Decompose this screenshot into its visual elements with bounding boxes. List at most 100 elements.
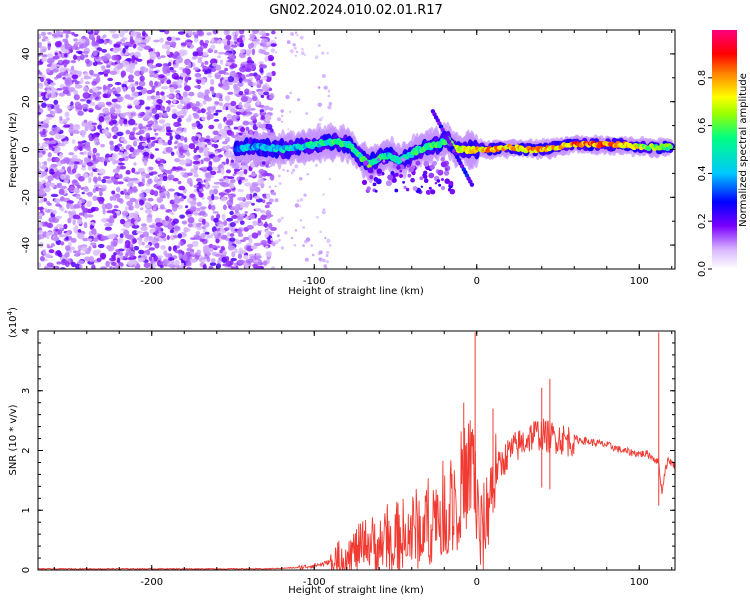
noise-blob: [115, 187, 121, 192]
noise-blob: [200, 259, 207, 263]
colorbar-tick-label: 0.8: [697, 70, 708, 86]
noise-blob: [127, 218, 132, 223]
noise-blob: [214, 253, 221, 257]
noise-blob: [192, 196, 197, 202]
noise-blob: [203, 147, 210, 152]
noise-blob: [327, 94, 331, 98]
noise-blob: [133, 149, 137, 155]
noise-blob: [167, 174, 175, 181]
noise-blob: [236, 37, 244, 43]
noise-blob: [133, 99, 140, 106]
noise-blob: [109, 266, 113, 269]
noise-blob: [161, 195, 166, 199]
noise-blob: [294, 54, 297, 57]
noise-blob: [223, 76, 229, 81]
noise-blob: [208, 199, 213, 206]
noise-blob: [112, 119, 117, 125]
noise-blob: [84, 81, 91, 85]
noise-blob: [54, 226, 59, 230]
noise-blob: [162, 175, 168, 182]
noise-blob: [143, 159, 148, 167]
noise-blob: [58, 234, 66, 238]
spectrogram-y-axis-label: Frequency (Hz): [8, 112, 19, 188]
noise-blob: [101, 56, 109, 62]
noise-blob: [277, 174, 281, 178]
noise-blob: [233, 35, 237, 40]
noise-blob: [50, 163, 58, 168]
ridge-scatter: [410, 178, 415, 182]
noise-blob: [199, 39, 204, 47]
noise-blob: [250, 82, 258, 87]
noise-blob: [172, 234, 179, 239]
noise-blob: [256, 255, 262, 259]
noise-blob: [145, 173, 151, 179]
noise-blob: [173, 64, 179, 68]
noise-blob: [54, 173, 61, 180]
noise-blob: [134, 36, 139, 44]
noise-blob: [274, 198, 279, 203]
noise-blob: [96, 196, 101, 201]
noise-blob: [56, 183, 61, 189]
noise-blob: [236, 87, 241, 92]
noise-blob: [92, 50, 98, 57]
noise-blob: [187, 243, 194, 249]
noise-blob: [63, 30, 71, 34]
noise-blob: [293, 243, 297, 247]
noise-blob: [166, 106, 171, 113]
noise-blob: [62, 89, 70, 95]
ridge-scatter: [423, 161, 430, 167]
noise-blob: [169, 229, 174, 234]
noise-blob: [216, 263, 222, 269]
noise-blob: [101, 217, 109, 223]
noise-blob: [47, 175, 54, 182]
noise-blob: [127, 85, 132, 89]
noise-blob: [162, 123, 167, 128]
noise-blob: [215, 150, 219, 155]
noise-blob: [188, 143, 196, 150]
noise-blob: [86, 161, 94, 167]
noise-blob: [245, 74, 251, 77]
noise-blob: [260, 94, 265, 98]
noise-blob: [148, 166, 154, 171]
ridge-scatter: [399, 169, 403, 173]
noise-blob: [188, 91, 195, 97]
noise-blob: [45, 103, 52, 107]
noise-blob: [57, 229, 63, 235]
noise-blob: [221, 85, 227, 90]
noise-blob: [260, 182, 265, 189]
noise-blob: [83, 157, 89, 163]
noise-blob: [223, 30, 230, 36]
noise-blob: [97, 188, 105, 192]
noise-blob: [325, 254, 329, 258]
noise-blob: [182, 110, 187, 117]
noise-blob: [193, 164, 198, 169]
noise-blob: [223, 44, 231, 51]
noise-blob: [192, 136, 197, 140]
noise-blob: [115, 249, 121, 255]
noise-blob: [185, 205, 189, 209]
noise-blob: [44, 140, 51, 145]
noise-blob: [99, 156, 105, 163]
noise-blob: [157, 255, 164, 259]
noise-blob: [321, 210, 326, 215]
noise-blob: [154, 113, 160, 120]
noise-blob: [134, 51, 141, 58]
noise-blob: [297, 98, 301, 102]
noise-blob: [174, 259, 180, 267]
ridge-scatter: [408, 167, 414, 173]
noise-blob: [123, 151, 129, 155]
noise-blob: [127, 105, 133, 109]
noise-blob: [226, 144, 231, 150]
noise-blob: [101, 178, 107, 184]
noise-blob: [228, 131, 235, 136]
noise-blob: [194, 209, 199, 216]
noise-blob: [138, 123, 143, 130]
ridge-scatter: [402, 180, 405, 184]
noise-blob: [157, 232, 163, 237]
noise-blob: [70, 237, 77, 243]
noise-blob: [271, 231, 274, 234]
noise-blob: [83, 186, 89, 190]
ridge-scatter: [401, 157, 406, 162]
noise-blob: [156, 99, 163, 104]
y-tick-label: 2: [21, 447, 32, 453]
